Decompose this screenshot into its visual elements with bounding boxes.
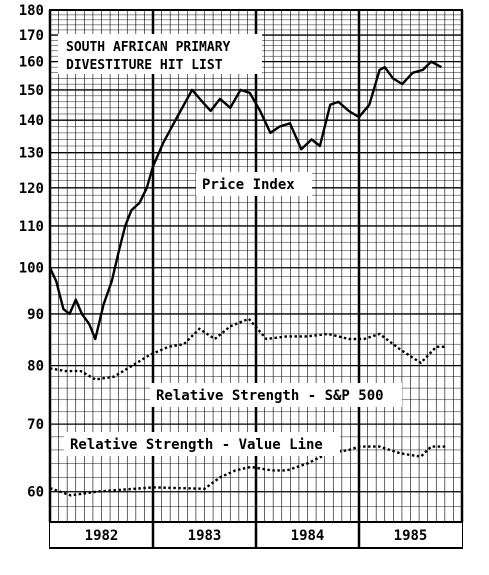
y-tick-label: 90 (27, 307, 44, 323)
title-box (58, 34, 262, 74)
y-tick-label: 100 (19, 261, 44, 277)
price-index-label: Price Index (202, 177, 295, 193)
price-index-label-bg (196, 172, 312, 196)
x-axis-labels: 1982 1983 1984 1985 (85, 528, 428, 544)
series-lines (48, 60, 447, 497)
rs-value-line-label: Relative Strength - Value Line (70, 437, 323, 453)
y-tick-label: 130 (19, 146, 44, 162)
y-axis-ticks: 60 70 80 90 100 110 120 130 140 150 160 170 180 (19, 3, 44, 501)
chart-title-line-1: SOUTH AFRICAN PRIMARY (66, 40, 231, 55)
y-tick-label: 160 (19, 55, 44, 71)
y-tick-label: 180 (19, 3, 44, 19)
chart-title-line-2: DIVESTITURE HIT LIST (66, 58, 223, 73)
y-tick-label: 110 (19, 219, 44, 235)
series-line-1 (49, 317, 447, 381)
y-tick-label: 150 (19, 83, 44, 99)
x-tick-label: 1982 (85, 528, 119, 544)
x-tick-label: 1983 (188, 528, 222, 544)
rs-sp500-label-bg (150, 383, 402, 407)
x-tick-label: 1985 (394, 528, 428, 544)
y-tick-label: 80 (27, 359, 44, 375)
series-line-0 (48, 60, 442, 341)
x-tick-label: 1984 (291, 528, 325, 544)
rs-sp500-label: Relative Strength - S&P 500 (156, 388, 384, 404)
rs-value-line-label-bg (64, 432, 340, 456)
y-tick-label: 120 (19, 181, 44, 197)
plot-frame (49, 9, 463, 549)
y-tick-label: 70 (27, 417, 44, 433)
y-tick-label: 140 (19, 113, 44, 129)
series-line-2 (49, 445, 447, 497)
y-tick-label: 60 (27, 485, 44, 501)
y-tick-label: 170 (19, 28, 44, 44)
